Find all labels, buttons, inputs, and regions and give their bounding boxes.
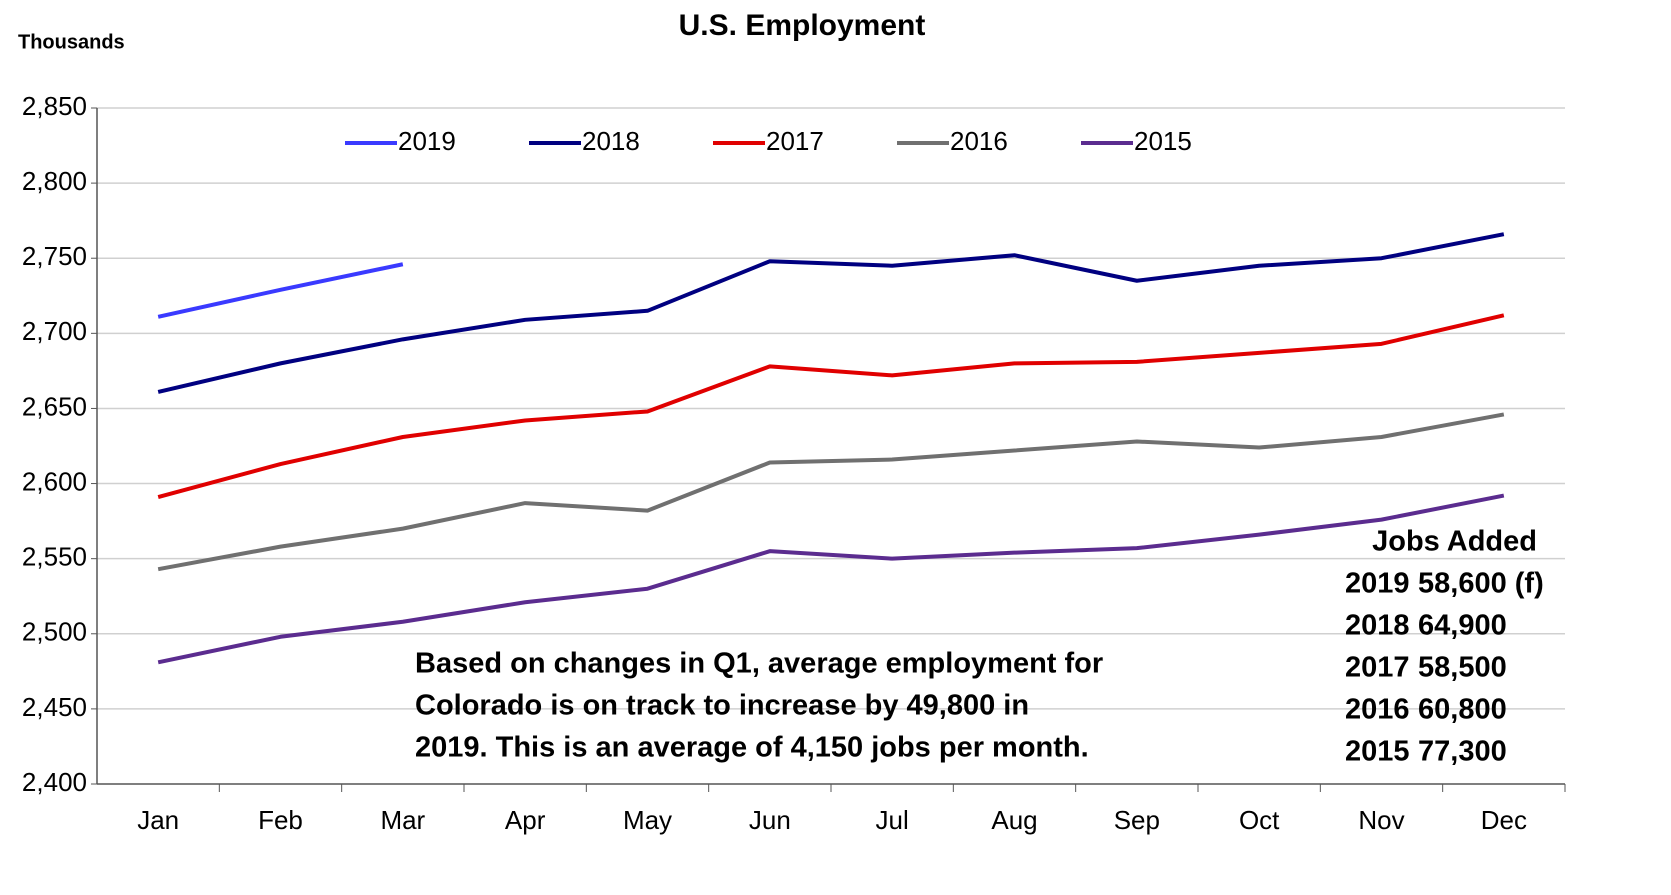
x-tick-label: Jul xyxy=(876,805,909,835)
legend-label: 2018 xyxy=(582,126,640,156)
jobs-added-year: 2015 xyxy=(1345,736,1410,768)
jobs-added-title: Jobs Added xyxy=(1372,526,1537,558)
y-tick-label: 2,500 xyxy=(22,617,87,647)
x-tick-label: Dec xyxy=(1481,805,1527,835)
y-tick-label: 2,700 xyxy=(22,316,87,346)
y-tick-label: 2,450 xyxy=(22,692,87,722)
jobs-added-year: 2019 xyxy=(1345,568,1410,600)
y-tick-label: 2,800 xyxy=(22,166,87,196)
x-tick-label: May xyxy=(623,805,672,835)
jobs-added-value: 60,800 xyxy=(1418,694,1507,726)
series-line xyxy=(157,232,1505,394)
jobs-added-value: 58,600 (f) xyxy=(1418,568,1544,600)
annotation: Based on changes in Q1, average employme… xyxy=(415,648,1103,680)
x-tick-label: Oct xyxy=(1239,805,1280,835)
series-line xyxy=(157,412,1505,572)
y-tick-label: 2,750 xyxy=(22,241,87,271)
annotation: 2019. This is an average of 4,150 jobs p… xyxy=(415,732,1089,764)
legend-label: 2019 xyxy=(398,126,456,156)
y-tick-label: 2,400 xyxy=(22,767,87,797)
x-tick-label: Sep xyxy=(1114,805,1160,835)
x-tick-label: Mar xyxy=(380,805,425,835)
jobs-added-value: 64,900 xyxy=(1418,610,1507,642)
legend-label: 2016 xyxy=(950,126,1008,156)
series-line xyxy=(157,493,1505,665)
annotation: Colorado is on track to increase by 49,8… xyxy=(415,690,1029,722)
jobs-added-value: 58,500 xyxy=(1418,652,1507,684)
x-tick-label: Aug xyxy=(991,805,1037,835)
y-tick-label: 2,600 xyxy=(22,466,87,496)
jobs-added-year: 2017 xyxy=(1345,652,1410,684)
legend-label: 2015 xyxy=(1134,126,1192,156)
x-tick-label: Jan xyxy=(137,805,179,835)
x-tick-label: Apr xyxy=(505,805,546,835)
y-tick-label: 2,850 xyxy=(22,91,87,121)
series-line xyxy=(157,262,404,319)
legend-label: 2017 xyxy=(766,126,824,156)
y-tick-label: 2,550 xyxy=(22,542,87,572)
jobs-added-year: 2016 xyxy=(1345,694,1410,726)
chart-title: U.S. Employment xyxy=(679,9,926,42)
series-line xyxy=(157,313,1505,500)
x-tick-label: Jun xyxy=(749,805,791,835)
jobs-added-value: 77,300 xyxy=(1418,736,1507,768)
x-tick-label: Nov xyxy=(1358,805,1404,835)
jobs-added-year: 2018 xyxy=(1345,610,1410,642)
x-tick-label: Feb xyxy=(258,805,303,835)
y-axis-label: Thousands xyxy=(18,31,125,53)
y-tick-label: 2,650 xyxy=(22,391,87,421)
